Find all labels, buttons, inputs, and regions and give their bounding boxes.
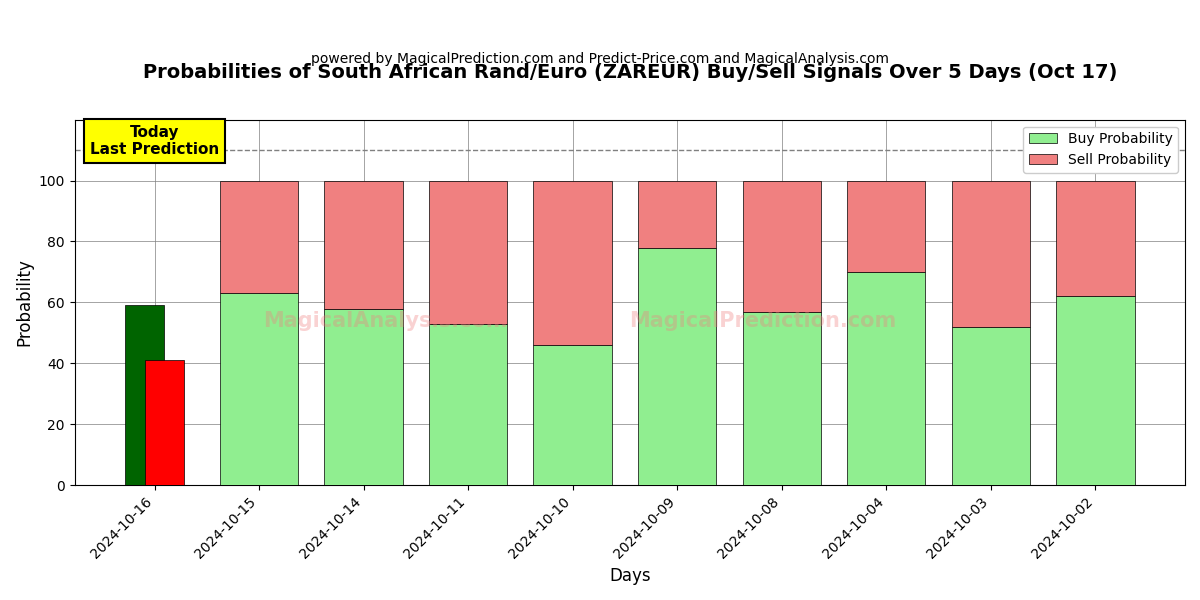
Bar bbox=[638, 181, 716, 248]
Bar bbox=[324, 308, 403, 485]
Bar bbox=[1056, 181, 1134, 296]
Y-axis label: Probability: Probability bbox=[16, 259, 34, 346]
X-axis label: Days: Days bbox=[610, 567, 650, 585]
Bar bbox=[1056, 296, 1134, 485]
Bar bbox=[743, 311, 821, 485]
Bar bbox=[534, 181, 612, 345]
Legend: Buy Probability, Sell Probability: Buy Probability, Sell Probability bbox=[1024, 127, 1178, 173]
Bar bbox=[428, 181, 508, 324]
Bar bbox=[220, 181, 299, 293]
Bar bbox=[743, 181, 821, 311]
Bar bbox=[220, 293, 299, 485]
Bar bbox=[952, 327, 1030, 485]
Text: MagicalAnalysis.com: MagicalAnalysis.com bbox=[263, 311, 508, 331]
Title: Probabilities of South African Rand/Euro (ZAREUR) Buy/Sell Signals Over 5 Days (: Probabilities of South African Rand/Euro… bbox=[143, 63, 1117, 82]
Bar bbox=[952, 181, 1030, 327]
Text: powered by MagicalPrediction.com and Predict-Price.com and MagicalAnalysis.com: powered by MagicalPrediction.com and Pre… bbox=[311, 52, 889, 66]
Bar bbox=[847, 272, 925, 485]
Bar bbox=[847, 181, 925, 272]
Bar bbox=[324, 181, 403, 308]
Bar bbox=[125, 305, 164, 485]
Bar bbox=[534, 345, 612, 485]
Bar bbox=[638, 248, 716, 485]
Text: MagicalPrediction.com: MagicalPrediction.com bbox=[630, 311, 896, 331]
Bar bbox=[428, 324, 508, 485]
Text: Today
Last Prediction: Today Last Prediction bbox=[90, 125, 220, 157]
Bar bbox=[145, 360, 184, 485]
